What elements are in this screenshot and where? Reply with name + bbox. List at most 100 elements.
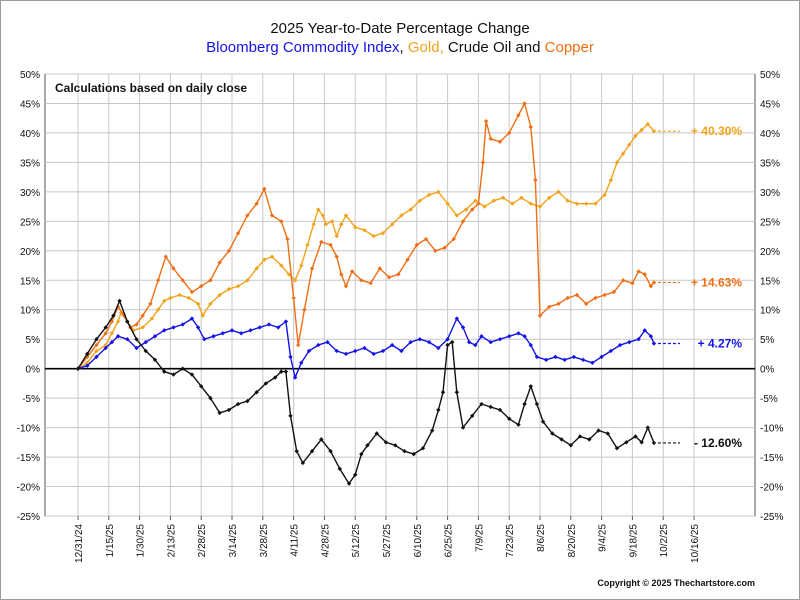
- data-point-gold: [339, 222, 344, 227]
- x-tick-label: 1/15/25: [105, 524, 116, 558]
- x-tick-label: 6/25/25: [444, 524, 455, 558]
- data-point-copper: [217, 260, 222, 265]
- data-point-crude-oil: [171, 372, 176, 377]
- data-point-bloomberg-commodity-index: [276, 325, 281, 330]
- data-point-gold: [547, 195, 552, 200]
- y-tick-label-left: 50%: [20, 70, 40, 81]
- x-tick-label: 4/11/25: [290, 524, 301, 557]
- data-point-copper: [279, 219, 284, 224]
- data-point-crude-oil: [516, 422, 521, 427]
- data-point-gold: [262, 257, 267, 262]
- data-point-crude-oil: [125, 319, 130, 324]
- data-point-copper: [396, 272, 401, 277]
- x-tick-label: 9/18/25: [628, 524, 639, 558]
- data-point-copper: [226, 248, 232, 253]
- data-point-copper: [611, 289, 617, 295]
- data-point-bloomberg-commodity-index: [195, 325, 201, 330]
- x-tick-label: 6/10/25: [413, 524, 424, 558]
- subtitle-copper: Copper: [544, 39, 594, 56]
- data-point-copper: [359, 278, 364, 283]
- data-point-crude-oil: [309, 448, 315, 454]
- data-point-crude-oil: [430, 428, 435, 433]
- data-point-gold: [500, 195, 506, 200]
- subtitle-bcom: Bloomberg Commodity Index: [206, 39, 400, 56]
- data-point-crude-oil: [245, 398, 250, 404]
- end-label-copper: + 14.63%: [691, 275, 742, 289]
- data-point-bloomberg-commodity-index: [636, 337, 641, 342]
- data-point-copper: [642, 272, 647, 277]
- y-tick-label-right: -10%: [760, 424, 783, 435]
- x-tick-label: 8/20/25: [567, 524, 578, 558]
- data-point-gold: [353, 225, 358, 230]
- data-point-bloomberg-commodity-index: [473, 342, 478, 348]
- data-point-copper: [620, 278, 626, 283]
- data-point-crude-oil: [534, 401, 540, 407]
- x-tick-label: 3/14/25: [228, 524, 239, 558]
- x-tick-label: 12/31/24: [74, 524, 85, 563]
- x-tick-label: 10/2/25: [659, 524, 670, 558]
- subtitle-comma: ,: [399, 39, 404, 56]
- data-point-copper: [180, 278, 185, 283]
- data-point-gold: [162, 298, 167, 304]
- data-point-bloomberg-commodity-index: [627, 339, 632, 345]
- data-point-bloomberg-commodity-index: [229, 328, 235, 333]
- data-point-bloomberg-commodity-index: [162, 328, 167, 333]
- data-point-bloomberg-commodity-index: [306, 348, 312, 354]
- series-crude-oil: - 12.60%: [75, 298, 742, 486]
- y-tick-label-right: 10%: [760, 306, 780, 317]
- data-point-crude-oil: [393, 443, 398, 448]
- data-point-copper: [148, 301, 153, 307]
- data-point-bloomberg-commodity-index: [408, 339, 413, 345]
- data-point-crude-oil: [103, 325, 108, 330]
- data-point-copper: [516, 113, 521, 118]
- data-point-copper: [522, 101, 527, 106]
- data-point-gold: [245, 278, 250, 283]
- y-tick-label-left: 0%: [26, 365, 41, 376]
- data-point-crude-oil: [587, 437, 592, 442]
- data-point-copper: [483, 118, 489, 124]
- y-tick-label-right: 25%: [760, 217, 780, 228]
- data-point-crude-oil: [550, 431, 555, 436]
- data-point-crude-oil: [75, 366, 81, 371]
- data-point-copper: [140, 313, 145, 318]
- data-point-crude-oil: [180, 366, 185, 371]
- x-tick-label: 5/12/25: [351, 524, 362, 558]
- data-point-gold: [131, 328, 136, 333]
- data-point-crude-oil: [445, 342, 450, 348]
- y-tick-label-left: 45%: [20, 99, 40, 110]
- data-point-bloomberg-commodity-index: [389, 342, 395, 348]
- data-point-gold: [454, 213, 460, 218]
- data-point-copper: [574, 292, 580, 298]
- data-point-bloomberg-commodity-index: [202, 337, 207, 342]
- data-point-gold: [510, 201, 515, 206]
- data-point-crude-oil: [488, 404, 493, 410]
- data-point-bloomberg-commodity-index: [571, 354, 577, 360]
- y-tick-label-left: -20%: [17, 483, 40, 494]
- data-point-gold: [200, 313, 205, 318]
- y-tick-label-right: 45%: [760, 99, 780, 110]
- data-point-copper: [269, 213, 275, 218]
- data-point-crude-oil: [117, 298, 122, 304]
- data-point-gold: [408, 207, 413, 212]
- data-point-copper: [602, 292, 607, 298]
- data-point-bloomberg-commodity-index: [180, 322, 185, 327]
- data-point-gold: [608, 177, 614, 183]
- data-point-copper: [547, 304, 552, 309]
- data-point-bloomberg-commodity-index: [189, 316, 195, 321]
- data-point-gold: [286, 272, 292, 277]
- data-point-bloomberg-commodity-index: [257, 325, 262, 330]
- data-point-crude-oil: [460, 425, 466, 430]
- data-point-copper: [134, 322, 139, 327]
- y-tick-label-right: 35%: [760, 158, 780, 169]
- data-point-bloomberg-commodity-index: [608, 348, 614, 354]
- y-tick-label-right: 20%: [760, 247, 780, 258]
- data-point-crude-oil: [411, 451, 416, 457]
- data-point-copper: [636, 269, 641, 274]
- data-point-gold: [436, 189, 441, 195]
- data-point-copper: [556, 301, 561, 307]
- data-point-copper: [386, 275, 392, 280]
- data-point-copper: [199, 283, 204, 289]
- data-point-crude-oil: [365, 443, 370, 448]
- data-point-gold: [115, 319, 121, 324]
- data-point-bloomberg-commodity-index: [325, 339, 330, 345]
